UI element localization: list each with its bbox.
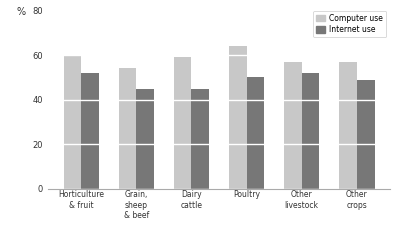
Bar: [302, 73, 319, 189]
Bar: [229, 46, 247, 189]
Bar: [247, 77, 264, 189]
Bar: [64, 55, 81, 189]
Legend: Computer use, Internet use: Computer use, Internet use: [313, 11, 386, 37]
Bar: [357, 80, 374, 189]
Y-axis label: %: %: [16, 7, 25, 17]
Bar: [81, 73, 99, 189]
Bar: [119, 68, 136, 189]
Bar: [284, 62, 302, 189]
Bar: [191, 89, 209, 189]
Bar: [339, 62, 357, 189]
Bar: [174, 57, 191, 189]
Bar: [136, 89, 154, 189]
